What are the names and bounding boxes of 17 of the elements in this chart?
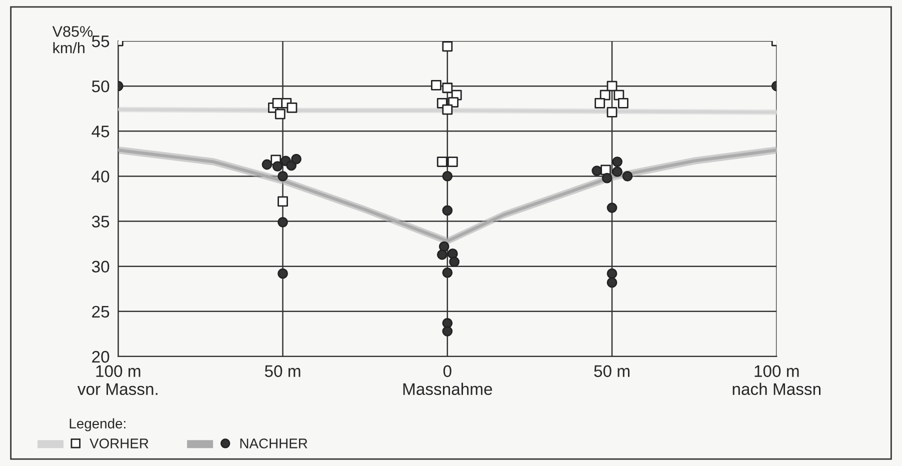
legend-title: Legende: xyxy=(70,418,126,432)
legend-label: NACHHER xyxy=(240,438,308,448)
y-tick-label: 40 xyxy=(92,170,110,182)
y-tick-label: 30 xyxy=(92,260,110,273)
y-tick-label: 25 xyxy=(92,306,110,318)
y-tick-label: 20 xyxy=(92,350,110,363)
x-tick-label: 0 Massnahme xyxy=(403,365,492,396)
y-tick-label: 55 xyxy=(92,36,110,48)
y-tick-label: 35 xyxy=(92,216,110,228)
x-tick-label: 50 m xyxy=(594,365,630,378)
x-tick-label: 100 m vor Massn. xyxy=(77,365,158,396)
x-tick-label: 50 m xyxy=(264,365,300,378)
y-tick-label: 50 xyxy=(92,80,110,92)
legend-label: VORHER xyxy=(90,438,148,448)
x-tick-label: 100 m nach Massn xyxy=(732,365,820,396)
y-tick-label: 45 xyxy=(92,126,110,138)
y-axis-title: V85% km/h xyxy=(52,26,93,54)
